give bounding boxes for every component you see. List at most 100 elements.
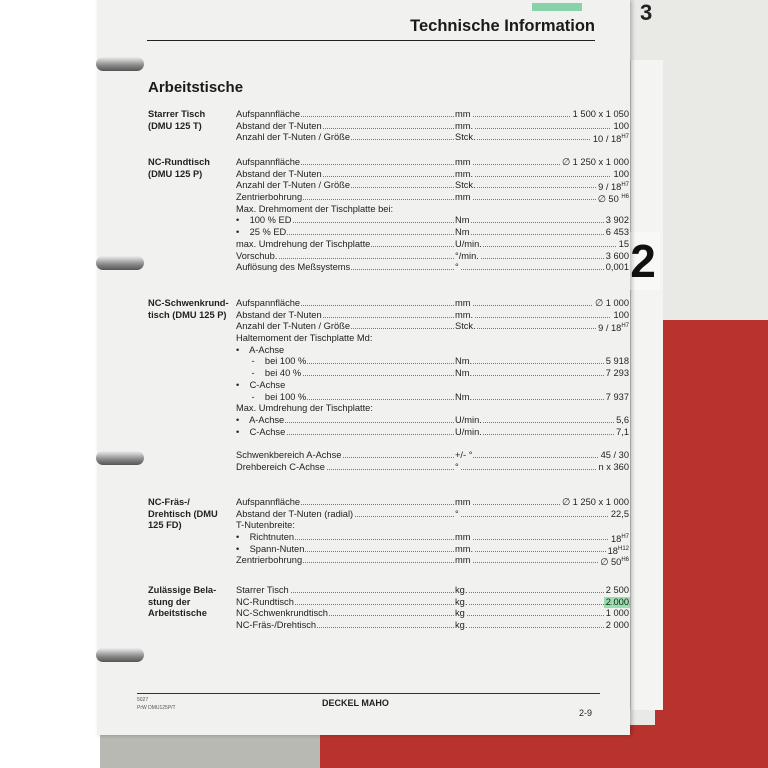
spec-row: [236, 438, 630, 450]
section-title: Starrer Tisch (DMU 125 T): [148, 109, 206, 131]
spec-value-text: 10 / 18: [592, 134, 622, 145]
spec-label: Starrer Tisch: [236, 585, 290, 597]
spec-unit: mm: [454, 157, 472, 169]
leader-dots: [236, 504, 630, 505]
binder-ring: [96, 451, 144, 465]
spec-unit: Nm: [454, 227, 471, 239]
leader-dots: [236, 305, 630, 306]
spec-unit: Nm: [454, 215, 471, 228]
spec-value-text: 15: [618, 238, 629, 249]
binder-ring: [96, 648, 144, 662]
spec-value: 2 500: [603, 585, 630, 597]
leader-dots: [236, 363, 630, 365]
spec-row: Aufspannfläche mm ∅ 1 000: [236, 298, 630, 310]
spec-label: Haltemoment der Tischplatte Md:: [236, 333, 374, 345]
spec-unit: mm: [454, 192, 472, 204]
tolerance: H7: [621, 534, 629, 541]
spec-value: 22,5: [608, 508, 630, 521]
spec-label: - bei 40 %: [236, 368, 303, 380]
spec-unit: Stck.: [454, 132, 477, 145]
tolerance: H6: [621, 557, 629, 564]
spec-label: Anzahl der T-Nuten / Größe: [236, 132, 352, 145]
spec-row: Abstand der T-Nuten mm. 100: [236, 309, 630, 322]
spec-value: 7,1: [614, 426, 630, 439]
spec-label: • Spann-Nuten: [236, 543, 306, 556]
spec-row: Schwenkbereich A-Achse +/- ° 45 / 30: [236, 449, 630, 462]
spec-unit: U/min.: [454, 426, 483, 439]
spec-row: Abstand der T-Nuten mm. 100: [236, 168, 630, 181]
spec-value: 45 / 30: [598, 449, 630, 462]
leader-dots: [236, 627, 630, 629]
spec-unit: kg: [454, 608, 466, 621]
spec-value-text: 22,5: [610, 508, 629, 519]
tolerance: H7: [621, 134, 629, 141]
leader-dots: [236, 515, 630, 517]
spec-label: NC-Rundtisch: [236, 596, 295, 609]
spec-row: • Spann-Nuten mm. 18H12: [236, 543, 630, 558]
leader-dots: [236, 127, 630, 129]
tolerance: H7: [621, 182, 629, 189]
footer-code: 5027: [137, 697, 149, 703]
spec-row: • Richtnuten mm 18H7: [236, 532, 630, 546]
green-marker-tag: [532, 3, 582, 11]
section-title: Zulässige Bela-stung der Arbeitstische: [148, 585, 217, 618]
spec-label: Vorschub.: [236, 250, 279, 263]
spec-label: NC-Fräs-/Drehtisch: [236, 620, 318, 632]
leader-dots: [236, 164, 630, 165]
tolerance: H12: [617, 545, 629, 552]
spec-value-text: ∅ 1 250 x 1 000: [561, 497, 629, 507]
spec-value-text: 45 / 30: [600, 449, 629, 460]
page-title: Arbeitstische: [148, 79, 244, 96]
spec-unit: +/- °: [454, 449, 474, 462]
leader-dots: [236, 199, 630, 201]
spec-unit: mm.: [454, 120, 475, 133]
spec-label: • Richtnuten: [236, 532, 296, 544]
spec-label: • A-Achse: [236, 344, 286, 357]
spec-label: • A-Achse: [236, 414, 286, 427]
spec-value-text: 9 / 18: [598, 323, 622, 334]
section-title: NC-Schwenkrund-tisch (DMU 125 P): [148, 298, 229, 320]
spec-value-text: ∅ 1 250 x 1 000: [561, 157, 629, 167]
spec-label: Anzahl der T-Nuten / Größe: [236, 321, 352, 334]
leader-dots: [236, 592, 630, 593]
leader-dots: [236, 234, 630, 236]
spec-value: 100: [611, 120, 630, 133]
spec-label: • C-Achse: [236, 426, 287, 439]
spec-value: ∅ 1 250 x 1 000: [559, 497, 630, 509]
spec-value: 2 000: [603, 620, 630, 632]
spec-value: 9 / 18H7: [596, 180, 630, 195]
spec-label: • 25 % ED: [236, 227, 288, 239]
spec-label: T-Nutenbreite:: [236, 520, 296, 533]
spec-label: NC-Schwenkrundtisch: [236, 608, 329, 621]
spec-value-text: 18: [610, 534, 622, 545]
spec-value: 1 500 x 1 050: [570, 109, 630, 121]
leader-dots: [236, 328, 630, 330]
spec-label: Aufspannfläche: [236, 298, 302, 310]
leader-dots: [236, 269, 630, 271]
leader-dots: [236, 316, 630, 318]
spec-value: 18H12: [605, 543, 630, 558]
spec-row: Vorschub. °/min. 3 600: [236, 250, 630, 263]
spec-value-text: 100: [613, 309, 629, 320]
spec-value-text: 3 902: [605, 215, 629, 226]
spec-label: - bei 100 %: [236, 391, 308, 404]
spec-row: NC-Schwenkrundtisch kg 1 000: [236, 608, 630, 621]
leader-dots: [236, 187, 630, 189]
spec-row: - bei 100 % Nm. 7 937: [236, 391, 630, 404]
spec-row: Aufspannfläche mm ∅ 1 250 x 1 000: [236, 157, 630, 169]
divider-sheet: [630, 60, 663, 710]
footer-rule: [137, 693, 600, 694]
spec-unit: mm.: [454, 168, 475, 181]
leader-dots: [236, 562, 630, 564]
leader-dots: [236, 433, 630, 435]
spec-unit: Nm.: [454, 356, 474, 369]
spec-value: 100: [611, 168, 630, 181]
spec-row: • C-Achse: [236, 379, 630, 392]
spec-unit: mm: [454, 532, 472, 544]
section-title: NC-Fräs-/ Drehtisch (DMU 125 FD): [148, 497, 218, 530]
spec-unit: °: [454, 508, 460, 521]
leader-dots: [236, 375, 630, 377]
spec-value-text: 5,6: [616, 414, 629, 425]
spec-value: 5,6: [614, 414, 630, 427]
section-tab[interactable]: 2: [626, 232, 660, 290]
